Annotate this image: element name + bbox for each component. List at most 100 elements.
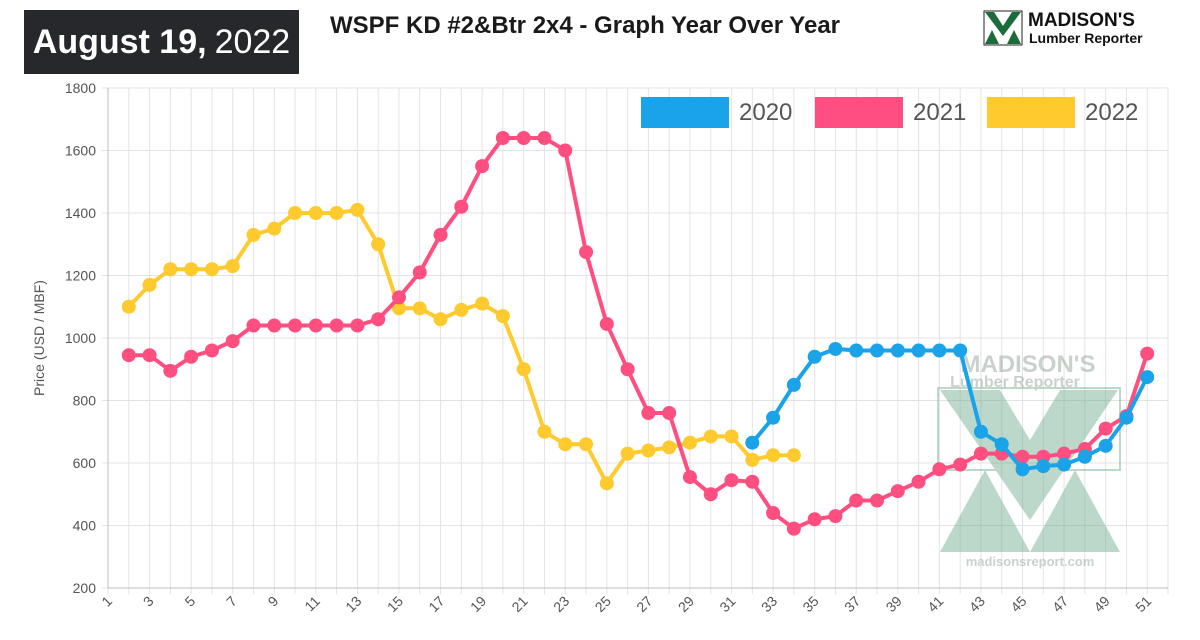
legend-label-2020: 2020	[739, 99, 792, 126]
data-point-2021	[184, 349, 199, 364]
data-point-2022	[682, 435, 697, 450]
data-point-2022	[558, 437, 573, 452]
data-point-2021	[1057, 446, 1072, 461]
x-tick-label: 51	[1132, 593, 1154, 615]
data-point-2020	[1140, 370, 1155, 385]
data-point-2020	[766, 410, 781, 425]
series-2021	[121, 131, 1155, 536]
x-tick-label: 29	[675, 593, 697, 615]
data-point-2022	[371, 237, 386, 252]
x-tick-label: 33	[758, 593, 780, 615]
data-point-2022	[786, 448, 801, 463]
chart-legend: 2020 2021 2022	[641, 97, 1138, 128]
data-point-2021	[267, 318, 282, 333]
data-point-2022	[121, 299, 136, 314]
data-point-2020	[786, 377, 801, 392]
data-point-2022	[308, 206, 323, 220]
y-tick-label: 1800	[65, 80, 96, 96]
data-point-2020	[807, 349, 822, 364]
data-point-2020	[994, 437, 1009, 452]
legend-label-2021: 2021	[913, 99, 966, 126]
data-point-2022	[766, 448, 781, 463]
data-point-2021	[620, 362, 635, 377]
data-point-2021	[932, 462, 947, 477]
data-point-2022	[516, 362, 531, 377]
data-point-2022	[204, 262, 219, 277]
data-point-2022	[724, 429, 739, 444]
data-point-2022	[246, 227, 261, 242]
legend-label-2022: 2022	[1085, 99, 1138, 126]
data-point-2021	[329, 318, 344, 333]
legend-item-2021: 2021	[815, 97, 966, 128]
x-tick-label: 5	[181, 593, 198, 610]
data-point-2022	[412, 301, 427, 316]
data-point-2020	[932, 343, 947, 358]
data-point-2021	[495, 131, 510, 145]
data-point-2022	[662, 440, 677, 455]
x-tick-label: 15	[384, 593, 406, 615]
data-point-2021	[1015, 449, 1030, 464]
madisons-logo-mark-icon	[983, 10, 1023, 46]
data-point-2022	[267, 221, 282, 236]
legend-swatch-2021	[815, 97, 903, 128]
data-point-2022	[475, 296, 490, 311]
x-tick-label: 39	[883, 593, 905, 615]
legend-swatch-2020	[641, 97, 729, 128]
data-point-2021	[786, 521, 801, 536]
data-point-2022	[329, 206, 344, 220]
data-point-2021	[558, 143, 573, 158]
data-point-2022	[288, 206, 303, 220]
data-point-2021	[579, 245, 594, 260]
data-point-2022	[745, 452, 760, 467]
x-tick-label: 27	[633, 593, 655, 615]
data-point-2021	[371, 312, 386, 327]
data-point-2020	[1015, 462, 1030, 477]
data-point-2022	[537, 424, 552, 439]
legend-item-2022: 2022	[987, 97, 1138, 128]
data-point-2021	[391, 290, 406, 305]
y-tick-label: 400	[73, 518, 97, 534]
data-point-2021	[288, 318, 303, 333]
data-point-2021	[246, 318, 261, 333]
data-point-2020	[870, 343, 885, 358]
date-month-day: August 19,	[32, 22, 207, 61]
data-point-2021	[225, 334, 240, 349]
data-point-2022	[225, 259, 240, 274]
data-point-2020	[1119, 410, 1134, 425]
data-point-2021	[890, 484, 905, 499]
series-2020	[745, 341, 1155, 477]
x-tick-label: 23	[550, 593, 572, 615]
data-point-2022	[579, 437, 594, 452]
x-tick-label: 25	[592, 593, 614, 615]
x-tick-label: 13	[342, 593, 364, 615]
series-2022	[121, 202, 801, 491]
x-tick-label: 19	[467, 593, 489, 615]
data-point-2021	[641, 406, 656, 420]
data-point-2020	[973, 424, 988, 439]
y-tick-label: 200	[73, 580, 97, 596]
x-tick-label: 37	[841, 593, 863, 615]
data-point-2021	[911, 474, 926, 489]
data-point-2022	[495, 309, 510, 324]
x-tick-label: 43	[966, 593, 988, 615]
data-point-2020	[1077, 449, 1092, 464]
y-tick-label: 1400	[65, 205, 96, 221]
data-point-2021	[870, 493, 885, 508]
x-tick-label: 47	[1049, 593, 1071, 615]
data-point-2021	[1098, 421, 1113, 436]
data-point-2020	[890, 343, 905, 358]
watermark-line1: MADISON'S	[960, 351, 1095, 378]
data-point-2021	[662, 406, 677, 420]
data-point-2022	[142, 277, 157, 292]
x-tick-label: 45	[1007, 593, 1029, 615]
logo-line2: Lumber Reporter	[1029, 30, 1143, 46]
data-point-2021	[745, 474, 760, 489]
data-point-2020	[953, 343, 968, 358]
data-point-2021	[475, 159, 490, 174]
x-tick-label: 7	[223, 593, 240, 610]
y-tick-label: 600	[73, 455, 97, 471]
y-axis-label: Price (USD / MBF)	[31, 280, 47, 396]
data-point-2021	[703, 487, 718, 502]
data-point-2021	[849, 493, 864, 508]
